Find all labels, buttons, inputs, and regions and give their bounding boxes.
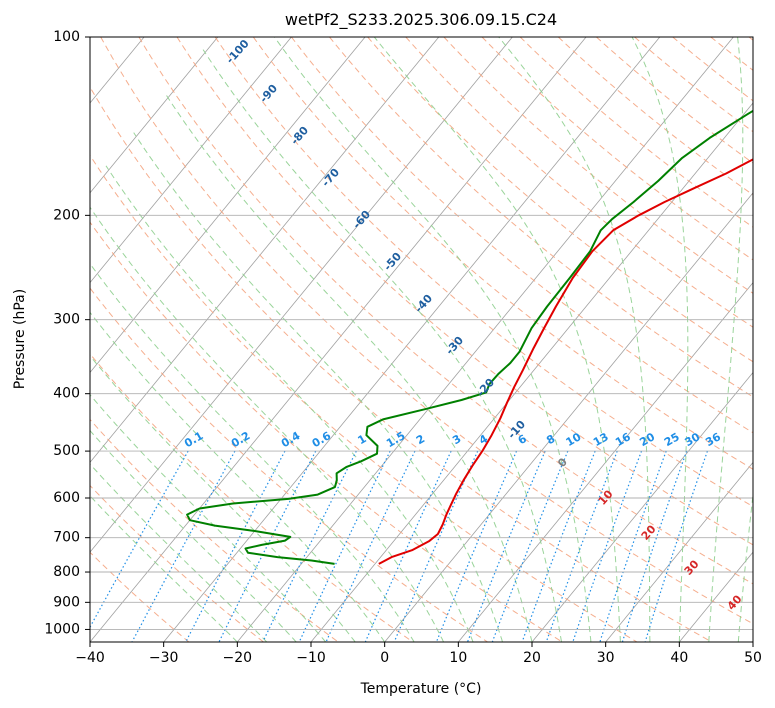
- mixing-ratio-line: [572, 450, 643, 642]
- dry-adiabat-line: [90, 221, 563, 642]
- x-tick-label: 40: [670, 650, 688, 666]
- isotherm-line: [384, 192, 753, 642]
- moist-adiabat-line: [90, 311, 386, 642]
- y-tick-label: 600: [53, 490, 80, 506]
- isotherm-line: [236, 37, 734, 642]
- isotherm-line: [90, 37, 513, 553]
- isotherm-line: [90, 37, 440, 463]
- x-tick-label: −10: [296, 650, 326, 666]
- dry-adiabat-line: [443, 37, 753, 294]
- isotherm-line: [90, 37, 219, 194]
- mixing-ratio-line: [90, 450, 189, 629]
- mixing-ratio-line: [621, 450, 688, 642]
- moist-adiabat-line: [90, 206, 445, 642]
- mixing-ratio-line: [599, 450, 667, 642]
- dry-adiabat-line: [405, 37, 753, 328]
- y-tick-label: 900: [53, 594, 80, 610]
- mixing-ratio-line: [364, 450, 452, 642]
- mixing-ratio-line: [435, 450, 518, 642]
- moist-adiabat-line: [105, 165, 474, 642]
- y-axis: 1000 900 800 700 600 500 400 300 200 100: [44, 29, 90, 637]
- dry-adiabat-line: [100, 37, 753, 625]
- isotherm-line: [90, 37, 366, 374]
- y-tick-label: 500: [53, 443, 80, 459]
- isotherm-line: [90, 37, 292, 284]
- moist-adiabat-line: [498, 37, 651, 642]
- x-axis-label: Temperature (°C): [360, 681, 482, 697]
- moist-adiabat-line: [708, 37, 744, 642]
- y-tick-label: 400: [53, 386, 80, 402]
- mixing-ratio-line: [131, 450, 236, 642]
- y-tick-label: 200: [53, 207, 80, 223]
- mixing-ratio-line: [644, 450, 708, 642]
- moist-adiabat-line: [202, 49, 562, 642]
- moist-adiabat-line: [273, 37, 592, 642]
- y-tick-label: 1000: [44, 621, 80, 637]
- pressure-gridlines: [90, 37, 753, 630]
- dry-adiabat-line: [90, 86, 712, 642]
- x-tick-label: 50: [744, 650, 762, 666]
- dry-adiabat-line: [138, 37, 753, 585]
- x-axis: −40 −30 −20 −10 0 10 20 30 40 50: [75, 642, 762, 666]
- profile-line-1: [186, 109, 753, 565]
- chart-title: wetPf2_S233.2025.306.09.15.C24: [285, 10, 557, 30]
- dry-adiabat-line: [329, 37, 753, 398]
- moist-adiabat-line: [737, 491, 753, 642]
- x-tick-label: −20: [223, 650, 253, 666]
- moist-adiabat-line: [165, 94, 533, 642]
- moist-adiabat-line: [90, 354, 356, 642]
- x-tick-label: −40: [75, 650, 105, 666]
- isotherm-line: [605, 461, 753, 642]
- isotherm-line: [531, 371, 753, 642]
- mixing-ratio-line: [298, 450, 391, 642]
- background-lines: [0, 37, 753, 642]
- dry-adiabat-line: [557, 37, 753, 196]
- x-tick-label: 0: [380, 650, 389, 666]
- x-tick-label: −30: [149, 650, 179, 666]
- isotherm-line: [90, 37, 587, 642]
- series-layer: [186, 109, 753, 565]
- moist-adiabat-line: [90, 495, 238, 642]
- dry-adiabat-line: [214, 37, 753, 508]
- x-tick-label: 10: [449, 650, 467, 666]
- dry-adiabat-line: [252, 37, 753, 470]
- y-tick-label: 300: [53, 312, 80, 328]
- isotherm-line: [752, 641, 753, 642]
- y-tick-label: 800: [53, 564, 80, 580]
- moist-adiabat-line: [90, 463, 268, 642]
- y-tick-label: 100: [53, 29, 80, 45]
- moist-adiabat-line: [373, 37, 621, 642]
- profile-line-0: [378, 158, 753, 565]
- plot-frame: [89, 36, 754, 643]
- isotherm-line: [163, 37, 661, 642]
- isotherm-line: [0, 37, 70, 642]
- dry-adiabat-line: [176, 37, 753, 546]
- moist-adiabat-line: [90, 393, 327, 642]
- dry-adiabat-line: [90, 154, 638, 642]
- y-tick-label: 700: [53, 530, 80, 546]
- mixing-ratio-line: [393, 450, 479, 642]
- y-axis-label: Pressure (hPa): [12, 289, 28, 389]
- moist-adiabat-line: [631, 37, 689, 642]
- dry-adiabat-line: [367, 37, 753, 363]
- plot-background: [90, 37, 753, 642]
- dry-adiabat-line: [519, 37, 753, 228]
- mixing-ratio-line: [262, 450, 357, 642]
- moist-adiabat-line: [90, 429, 297, 642]
- dry-adiabat-line: [90, 484, 264, 642]
- moist-adiabat-line: [90, 262, 415, 642]
- x-tick-label: 30: [597, 650, 615, 666]
- x-tick-label: 20: [523, 650, 541, 666]
- isotherm-line: [457, 281, 753, 642]
- dry-adiabat-line: [291, 37, 753, 434]
